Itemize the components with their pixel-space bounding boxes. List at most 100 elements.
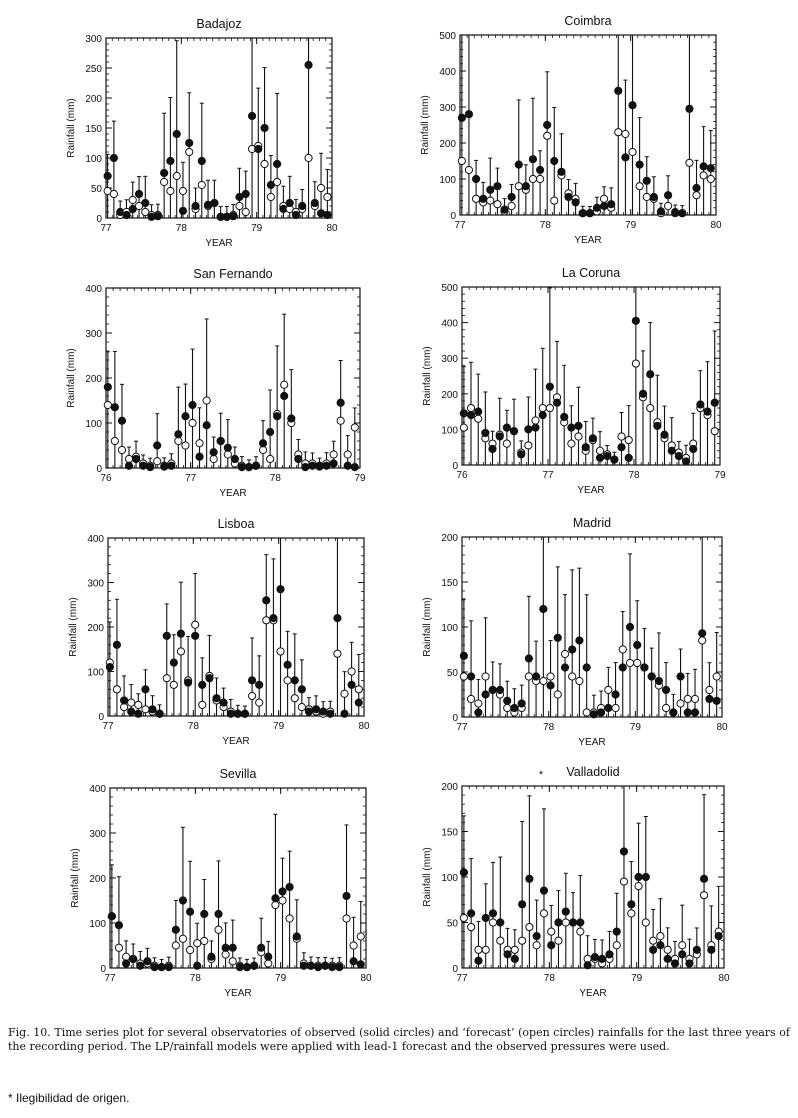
observed-point <box>278 887 287 896</box>
observed-point <box>326 709 335 718</box>
observed-point <box>255 680 264 689</box>
observed-point <box>283 660 292 669</box>
forecast-point <box>619 877 629 886</box>
forecast-point <box>264 959 273 968</box>
observed-point <box>474 708 483 717</box>
forecast-point <box>568 672 577 681</box>
observed-point <box>590 952 599 962</box>
observed-point <box>712 696 721 705</box>
observed-point <box>507 192 516 202</box>
observed-point <box>280 391 289 401</box>
forecast-point <box>114 943 124 952</box>
observed-point <box>153 212 162 221</box>
observed-point <box>162 631 171 641</box>
forecast-point <box>141 705 150 714</box>
observed-point <box>596 708 606 717</box>
observed-point <box>481 690 490 699</box>
observed-point <box>292 932 301 941</box>
observed-point <box>459 651 468 660</box>
forecast-point <box>340 689 349 698</box>
forecast-point <box>661 703 671 713</box>
forecast-point <box>336 416 345 425</box>
forecast-point <box>333 649 342 658</box>
observed-point <box>649 192 658 202</box>
x-tick-label: 80 <box>360 973 372 984</box>
observed-point <box>139 461 148 470</box>
observed-point <box>625 622 635 632</box>
chart-title: Sevilla <box>220 767 257 781</box>
observed-point <box>481 913 490 923</box>
observed-point <box>176 629 186 638</box>
forecast-point <box>467 922 476 932</box>
observed-point <box>524 425 533 434</box>
observed-point <box>134 709 143 718</box>
forecast-point <box>241 207 250 217</box>
forecast-point <box>539 909 549 918</box>
observed-point <box>249 961 259 970</box>
x-axis-label: YEAR <box>205 238 232 249</box>
x-tick-label: 78 <box>540 220 552 231</box>
observed-point <box>354 698 363 707</box>
observed-point <box>285 198 294 208</box>
observed-point <box>273 412 282 421</box>
x-tick-label: 77 <box>104 973 116 984</box>
forecast-point <box>195 439 204 448</box>
observed-point <box>340 709 349 718</box>
observed-point <box>117 416 127 425</box>
observed-point <box>488 909 498 918</box>
observed-point <box>329 459 338 468</box>
forecast-point <box>690 694 700 704</box>
forecast-point <box>121 952 131 961</box>
observed-point <box>226 709 235 718</box>
observed-point <box>155 709 164 718</box>
observed-point <box>257 943 266 952</box>
observed-point <box>166 156 175 166</box>
forecast-point <box>621 129 630 139</box>
chart-title: La Coruna <box>562 266 620 280</box>
forecast-point <box>200 936 209 946</box>
observed-point <box>638 389 648 398</box>
observed-point <box>699 874 709 883</box>
observed-point <box>291 210 301 220</box>
observed-point <box>670 959 680 968</box>
observed-point <box>290 676 299 685</box>
forecast-point <box>611 703 620 713</box>
y-tick-label: 0 <box>452 964 458 975</box>
forecast-point <box>633 658 642 668</box>
observed-point <box>535 165 545 175</box>
observed-point <box>635 160 644 169</box>
observed-point <box>706 164 715 173</box>
observed-point <box>661 685 671 695</box>
observed-point <box>191 631 200 641</box>
observed-point <box>306 961 316 970</box>
observed-point <box>214 909 223 919</box>
forecast-point <box>493 200 502 209</box>
y-tick-label: 150 <box>441 578 458 589</box>
data-points <box>459 847 723 970</box>
observed-point <box>628 101 637 110</box>
y-tick-label: 200 <box>89 874 106 885</box>
observed-point <box>582 663 591 672</box>
observed-point <box>109 153 118 163</box>
forecast-point <box>496 936 505 945</box>
x-tick-label: 79 <box>275 973 287 984</box>
forecast-point <box>649 936 658 945</box>
observed-point <box>122 210 131 220</box>
forecast-point <box>297 703 306 712</box>
observed-point <box>552 398 562 407</box>
observed-point <box>464 110 474 119</box>
observed-point <box>567 423 576 432</box>
y-axis-label: Rainfall (mm) <box>66 348 77 407</box>
observed-point <box>276 585 285 594</box>
error-bars <box>109 813 363 968</box>
observed-point <box>262 596 271 605</box>
observed-point <box>297 685 306 694</box>
chart-panel-7: Valladolid * 0 50 100 150 200 77 78 79 80 YEAR Rainf… <box>422 765 730 999</box>
y-tick-label: 0 <box>96 464 102 475</box>
forecast-point <box>119 703 129 712</box>
x-tick-label: 78 <box>190 973 202 984</box>
forecast-point <box>624 435 633 445</box>
observed-point <box>103 171 112 181</box>
y-tick-label: 150 <box>85 124 102 135</box>
forecast-point <box>663 201 673 211</box>
